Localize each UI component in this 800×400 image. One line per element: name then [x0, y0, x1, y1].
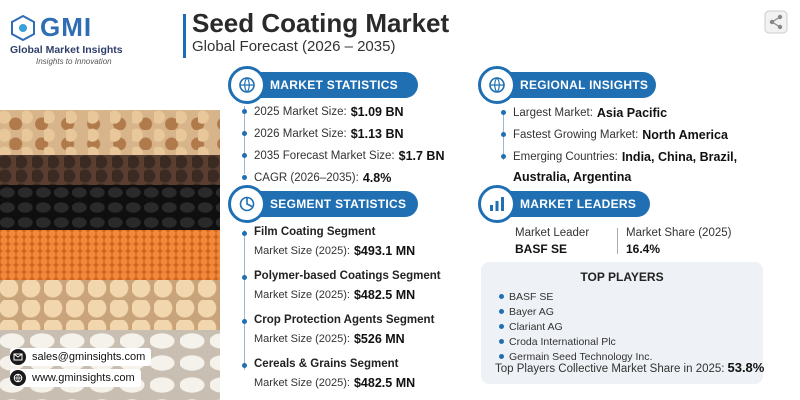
- share-icon[interactable]: [764, 10, 788, 34]
- email-icon: [10, 349, 26, 365]
- connector-line: [244, 230, 245, 370]
- market-leader-block: Market Leader BASF SE: [515, 227, 589, 256]
- globe-chart-icon: [228, 66, 266, 104]
- seed-band-beige: [0, 110, 220, 155]
- seed-band-brown: [0, 155, 220, 185]
- segment-statistics-header: SEGMENT STATISTICS: [228, 185, 418, 223]
- gmi-logo-icon: [11, 14, 35, 41]
- market-leaders-header: MARKET LEADERS: [478, 185, 650, 223]
- market-share-label: Market Share (2025): [626, 227, 732, 239]
- regional-insights-title: REGIONAL INSIGHTS: [520, 78, 649, 92]
- title-accent-bar: [183, 14, 186, 58]
- seed-band-orange: [0, 230, 220, 280]
- seed-band-black: [0, 185, 220, 230]
- regional-insights-list: Largest Market: Asia Pacific Fastest Grow…: [501, 102, 737, 186]
- segment-item: Crop Protection Agents Segment Market Si…: [242, 314, 441, 358]
- segment-item: Cereals & Grains Segment Market Size (20…: [242, 358, 441, 400]
- market-leader-value: BASF SE: [515, 242, 568, 256]
- stat-row: 2035 Forecast Market Size: $1.7 BN: [242, 145, 444, 167]
- top-players-box: TOP PLAYERS BASF SE Bayer AG Clariant AG…: [481, 262, 765, 384]
- top-players-title: TOP PLAYERS: [580, 270, 664, 284]
- market-statistics-title: MARKET STATISTICS: [270, 78, 398, 92]
- globe-web-icon: [10, 370, 26, 386]
- leader-chart-icon: [478, 185, 516, 223]
- market-share-block: Market Share (2025) 16.4%: [626, 227, 731, 256]
- market-statistics-header: MARKET STATISTICS: [228, 66, 418, 104]
- region-row-continued: Australia, Argentina: [513, 170, 632, 184]
- top-players-share: Top Players Collective Market Share in 2…: [495, 360, 765, 375]
- website-text[interactable]: www.gminsights.com: [32, 372, 135, 384]
- stat-row: 2026 Market Size: $1.13 BN: [242, 123, 444, 145]
- region-row: Fastest Growing Market: North America: [501, 124, 737, 146]
- page-subtitle: Global Forecast (2026 – 2035): [192, 38, 396, 55]
- contact-email[interactable]: sales@gminsights.com: [10, 348, 152, 366]
- connector-line: [244, 106, 245, 174]
- market-share-value: 16.4%: [626, 242, 661, 256]
- segment-statistics-title: SEGMENT STATISTICS: [270, 197, 407, 211]
- region-row: Largest Market: Asia Pacific: [501, 102, 737, 124]
- segment-item: Polymer-based Coatings Segment Market Si…: [242, 270, 441, 314]
- company-logo: GMI Global Market Insights Insights to I…: [10, 12, 170, 66]
- player-item: Bayer AG: [499, 304, 652, 319]
- segment-gear-icon: [228, 185, 266, 223]
- stat-row: CAGR (2026–2035): 4.8%: [242, 167, 444, 189]
- player-item: Germain Seed Technology Inc.: [499, 349, 652, 364]
- player-item: Croda International Plc: [499, 334, 652, 349]
- market-statistics-list: 2025 Market Size: $1.09 BN 2026 Market Si…: [242, 101, 444, 189]
- segment-statistics-list: Film Coating Segment Market Size (2025):…: [242, 226, 441, 400]
- player-item: Clariant AG: [499, 319, 652, 334]
- stat-row: 2025 Market Size: $1.09 BN: [242, 101, 444, 123]
- globe-icon: [478, 66, 516, 104]
- region-row: Emerging Countries: India, China, Brazil,: [501, 146, 737, 168]
- logo-text: GMI: [40, 12, 93, 42]
- divider: [617, 228, 618, 254]
- company-tagline: Insights to Innovation: [36, 57, 112, 66]
- contact-website[interactable]: www.gminsights.com: [10, 369, 141, 387]
- company-name: Global Market Insights: [10, 44, 123, 56]
- segment-item: Film Coating Segment Market Size (2025):…: [242, 226, 441, 270]
- email-text[interactable]: sales@gminsights.com: [32, 351, 146, 363]
- regional-insights-header: REGIONAL INSIGHTS: [478, 66, 656, 104]
- page-title: Seed Coating Market: [192, 8, 450, 38]
- player-item: BASF SE: [499, 289, 652, 304]
- top-players-list: BASF SE Bayer AG Clariant AG Croda Inter…: [499, 289, 652, 364]
- market-leaders-title: MARKET LEADERS: [520, 197, 637, 211]
- market-leader-label: Market Leader: [515, 227, 590, 239]
